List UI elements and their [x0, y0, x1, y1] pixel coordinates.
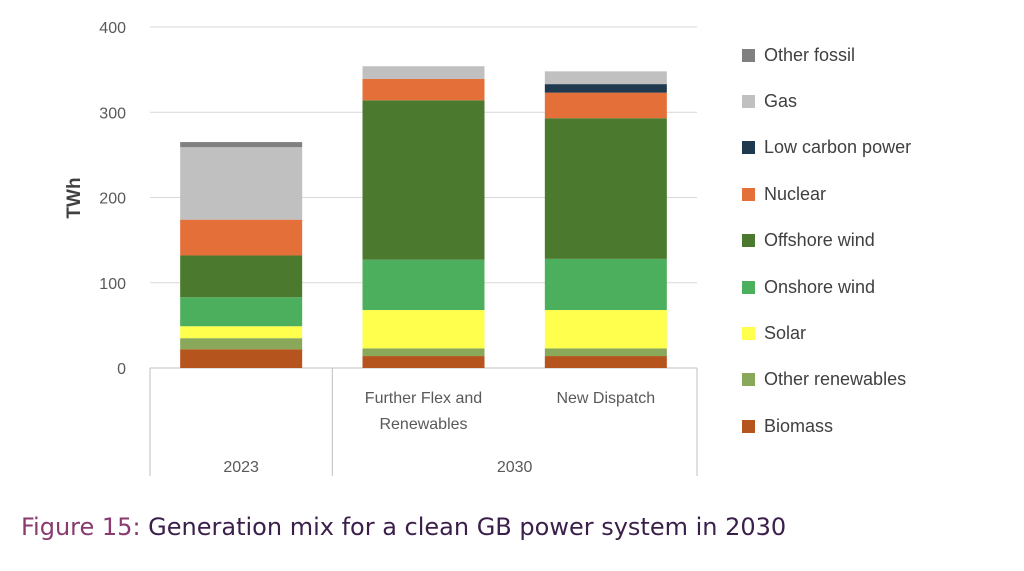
figure-title: Generation mix for a clean GB power syst…	[148, 513, 787, 541]
bar-segment-low-carbon-power	[544, 84, 667, 93]
legend-swatch	[742, 327, 755, 341]
legend-swatch	[742, 234, 755, 248]
legend-label: Offshore wind	[764, 230, 875, 251]
y-axis-tick-labels: 0 100 200 300 400	[99, 20, 126, 378]
bar-segment-gas	[362, 66, 485, 80]
legend: Other fossil Gas Low carbon power Nuclear Of…	[742, 32, 911, 450]
bar-segment-other-renewables	[180, 338, 303, 350]
legend-label: Other renewables	[764, 369, 907, 390]
legend-swatch	[742, 141, 755, 155]
legend-item: Onshore wind	[742, 264, 911, 310]
x-category-label: Renewables	[379, 416, 467, 433]
bar-segment-biomass	[362, 356, 485, 368]
legend-label: Solar	[764, 323, 807, 344]
x-axis: Further Flex and Renewables New Dispatch 20…	[149, 368, 698, 476]
bar-segment-offshore-wind	[362, 100, 485, 260]
x-group-label: 2030	[497, 459, 533, 476]
bar-segment-other-renewables	[544, 348, 667, 357]
bar-segment-other-renewables	[362, 348, 485, 357]
bar-segment-gas	[544, 71, 667, 85]
y-axis-label: TWh	[64, 177, 85, 218]
legend-item: Offshore wind	[742, 218, 911, 264]
legend-label: Biomass	[764, 415, 834, 436]
legend-swatch	[742, 373, 755, 387]
x-group-label: 2023	[223, 459, 259, 476]
legend-swatch	[742, 280, 755, 294]
figure-caption: Figure 15: Generation mix for a clean GB…	[21, 513, 786, 541]
legend-swatch	[742, 48, 755, 62]
bar-segment-solar	[544, 310, 667, 349]
bar-segment-other-fossil	[180, 142, 303, 148]
bar-segment-nuclear	[362, 79, 485, 101]
y-tick-label: 100	[99, 276, 126, 293]
legend-swatch	[742, 187, 755, 201]
y-tick-label: 200	[99, 191, 126, 208]
y-tick-label: 400	[99, 20, 126, 37]
figure-number: Figure 15:	[21, 513, 141, 541]
bar-segment-offshore-wind	[544, 118, 667, 259]
legend-label: Low carbon power	[764, 137, 912, 158]
legend-item: Other fossil	[742, 32, 911, 78]
stacked-bar-chart: 0 100 200 300 400 TWh Further Flex and Renewa…	[64, 20, 698, 476]
bar-segment-biomass	[544, 356, 667, 368]
legend-item: Nuclear	[742, 171, 911, 217]
legend-label: Onshore wind	[764, 276, 876, 297]
bar-segment-onshore-wind	[544, 258, 667, 311]
bar-segment-nuclear	[180, 219, 303, 256]
bar-segment-nuclear	[544, 92, 667, 119]
legend-label: Other fossil	[764, 44, 856, 65]
y-tick-label: 0	[117, 361, 126, 378]
bar-segment-solar	[180, 326, 303, 339]
bar-segment-onshore-wind	[362, 259, 485, 311]
legend-item: Gas	[742, 78, 911, 124]
legend-label: Nuclear	[764, 183, 827, 204]
legend-item: Biomass	[742, 403, 911, 449]
bar-segment-gas	[180, 147, 303, 220]
legend-swatch	[742, 95, 755, 109]
bars	[180, 66, 667, 368]
bar-segment-offshore-wind	[180, 255, 303, 298]
legend-label: Gas	[764, 91, 798, 112]
legend-item: Low carbon power	[742, 125, 911, 171]
legend-item: Solar	[742, 310, 911, 356]
x-category-label: New Dispatch	[556, 390, 655, 407]
bar-segment-biomass	[180, 349, 303, 368]
legend-item: Other renewables	[742, 357, 911, 403]
x-category-label: Further Flex and	[365, 390, 482, 407]
bar-segment-onshore-wind	[180, 297, 303, 327]
legend-swatch	[742, 419, 755, 433]
y-tick-label: 300	[99, 105, 126, 122]
bar-segment-solar	[362, 310, 485, 349]
